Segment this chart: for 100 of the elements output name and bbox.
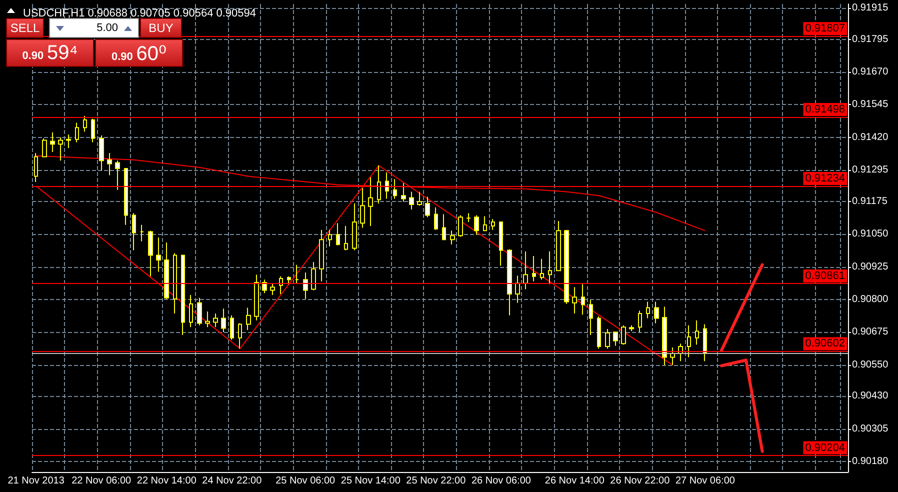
ref-line-label: 0.90204 — [805, 442, 845, 454]
annotation: SELL — [6, 18, 44, 38]
candlestick — [458, 214, 463, 238]
candlestick — [221, 308, 226, 333]
candlestick — [393, 178, 397, 200]
candlestick — [197, 297, 202, 326]
candlestick — [91, 118, 95, 143]
candlestick — [205, 310, 210, 328]
annotation: 0.90 59⁴ — [22, 42, 78, 64]
candlestick — [66, 134, 71, 149]
candlestick — [483, 216, 487, 232]
candlestick — [385, 172, 389, 200]
y-tick-label: 0.90430 — [852, 390, 889, 402]
candlestick — [311, 262, 316, 291]
candlestick — [474, 214, 479, 236]
candlestick — [50, 132, 55, 152]
candlestick — [107, 152, 112, 176]
candlestick — [352, 202, 357, 251]
candlestick — [238, 322, 242, 350]
y-tick-label: 0.90800 — [852, 294, 889, 305]
x-tick-label: 26 Nov 06:00 — [471, 476, 532, 486]
candlestick — [124, 168, 128, 226]
candlestick — [417, 191, 422, 206]
candlestick — [328, 229, 332, 247]
y-tick-label: 0.90305 — [852, 423, 889, 434]
candlestick — [556, 220, 561, 272]
x-tick-label: 25 Nov 22:00 — [406, 476, 466, 486]
candlestick — [99, 135, 104, 172]
candlestick — [589, 299, 593, 336]
candlestick — [629, 324, 634, 332]
x-tick-label: 27 Nov 06:00 — [675, 476, 736, 486]
y-tick-label: 0.90550 — [852, 359, 889, 370]
candlestick — [401, 182, 406, 202]
candlestick — [523, 250, 528, 290]
candlestick — [466, 212, 471, 223]
y-tick-label: 0.91175 — [852, 196, 888, 207]
candlestick — [58, 136, 63, 162]
candlestick — [597, 316, 601, 350]
candlestick — [246, 307, 251, 331]
candlestick — [581, 284, 585, 316]
y-tick-label: 0.90925 — [852, 261, 889, 272]
chart-title: USDCHF,H1 0.90688 0.90705 0.90564 0.90594 — [23, 8, 256, 20]
candlestick — [442, 214, 446, 240]
candlestick — [434, 206, 438, 230]
candlestick — [368, 176, 373, 226]
candlestick — [230, 314, 234, 340]
candlestick — [515, 275, 520, 304]
x-tick-label: 26 Nov 22:00 — [610, 476, 670, 486]
candlestick — [662, 306, 667, 366]
candlestick — [83, 115, 87, 132]
candlestick — [164, 242, 169, 300]
candlestick — [613, 332, 618, 346]
candlestick — [540, 258, 544, 280]
ref-line-label: 0.91807 — [805, 22, 845, 35]
candlestick — [499, 222, 503, 266]
candlestick — [507, 248, 512, 316]
candlestick — [377, 165, 381, 204]
x-tick-label: 26 Nov 14:00 — [544, 476, 605, 486]
candlestick — [148, 230, 153, 277]
y-tick-label: 0.91420 — [852, 132, 889, 143]
x-tick-label: 22 Nov 14:00 — [136, 476, 197, 486]
candlestick — [564, 229, 569, 304]
candlestick — [132, 212, 136, 251]
candlestick — [270, 282, 275, 296]
x-tick-label: 25 Nov 14:00 — [340, 476, 401, 486]
candlestick — [181, 254, 185, 336]
candlestick — [140, 224, 144, 242]
y-tick-label: 0.91050 — [852, 228, 889, 240]
candlestick — [409, 191, 414, 210]
candlestick — [303, 272, 308, 300]
candlestick — [491, 218, 495, 230]
y-tick-label: 0.91545 — [852, 99, 889, 110]
candlestick — [670, 347, 675, 366]
candlestick — [605, 328, 610, 350]
annotation: 5.00 — [96, 22, 119, 34]
candlestick — [173, 252, 177, 314]
candlestick — [279, 276, 283, 294]
candlestick — [532, 256, 536, 282]
candlestick — [638, 310, 642, 333]
annotation: 0.90 60⁰ — [111, 42, 167, 64]
y-tick-label: 0.90675 — [852, 326, 889, 338]
candlestick — [213, 313, 218, 328]
candlestick — [548, 250, 552, 285]
y-tick-label: 0.91670 — [852, 66, 889, 78]
y-tick-label: 0.91795 — [852, 34, 889, 45]
candlestick — [336, 222, 340, 246]
candlestick — [295, 264, 299, 284]
candlestick — [572, 286, 577, 314]
candlestick — [360, 188, 365, 228]
y-tick-label: 0.91295 — [852, 164, 889, 176]
candlestick — [42, 138, 47, 158]
x-tick-label: 22 Nov 06:00 — [72, 476, 132, 486]
ref-line-label: 0.90861 — [805, 270, 845, 282]
candlestick — [319, 229, 324, 282]
y-tick-label: 0.90180 — [852, 456, 889, 468]
candlestick — [687, 324, 691, 358]
annotation: BUY — [140, 18, 182, 38]
candlestick — [115, 160, 120, 190]
candlestick — [156, 236, 161, 272]
candlestick — [695, 320, 699, 346]
